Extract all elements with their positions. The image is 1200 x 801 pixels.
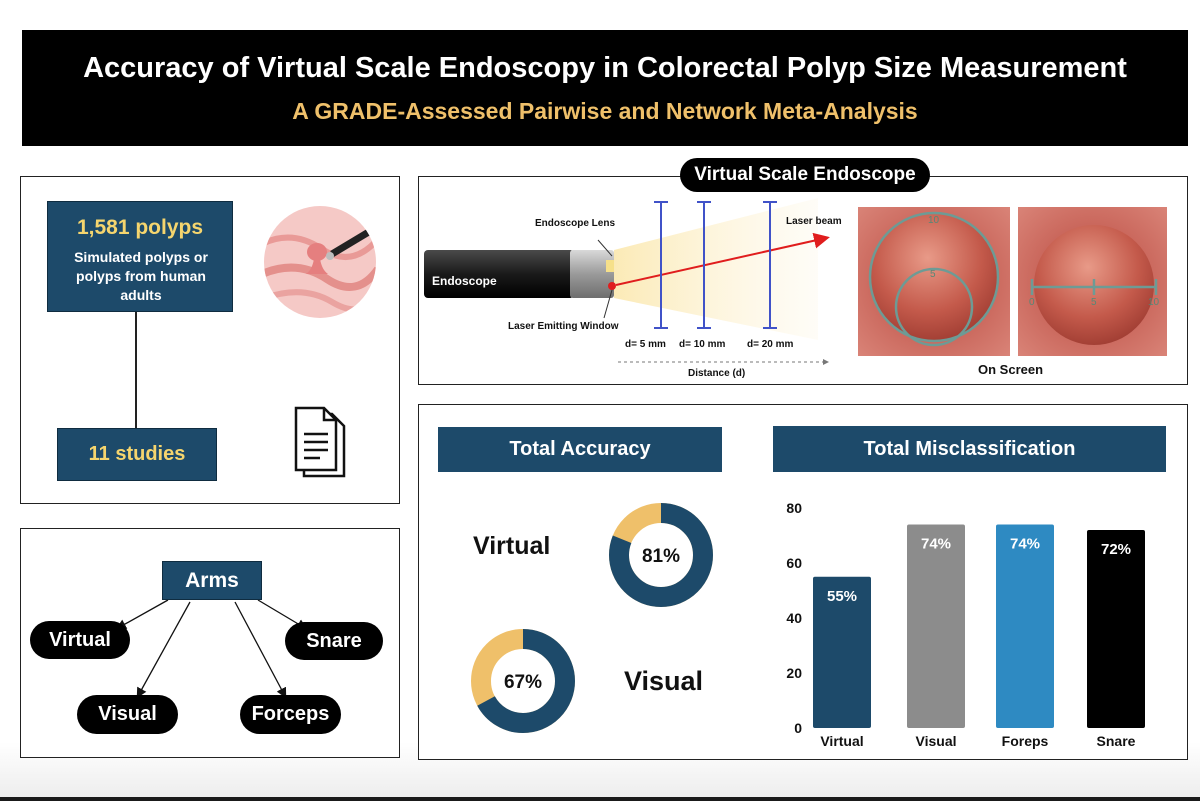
laser-beam-label: Laser beam	[786, 216, 842, 227]
endoscopic-image-ruler: 0 5 10	[1018, 207, 1167, 356]
studies-box: 11 studies	[57, 428, 217, 481]
y-tick-label: 60	[786, 555, 802, 571]
misclassification-bar-chart: 0 20 40 60 80 55% Virtual 74% Visual 74% Foreps 72%…	[786, 500, 1145, 749]
laser-window-label: Laser Emitting Window	[508, 321, 619, 332]
endoscopic-image-circle: 10 5	[858, 207, 1010, 356]
arm-label: Forceps	[251, 703, 330, 725]
y-tick-label: 20	[786, 665, 802, 681]
arms-root-label: Arms	[185, 568, 239, 592]
arm-label: Virtual	[49, 628, 111, 651]
document-icon	[292, 404, 352, 480]
distance-10mm: d= 10 mm	[679, 339, 726, 350]
arms-root-box: Arms	[162, 561, 262, 600]
bar-value-label: 72%	[1101, 541, 1131, 558]
y-tick-label: 80	[786, 500, 802, 516]
accuracy-label-virtual: Virtual	[473, 532, 551, 560]
x-category-label: Foreps	[1002, 733, 1049, 749]
ruler-scale-mark: 10	[1148, 297, 1160, 308]
page-title: Accuracy of Virtual Scale Endoscopy in C…	[83, 52, 1127, 84]
arm-label: Visual	[98, 703, 157, 725]
bar-value-label: 74%	[1010, 536, 1040, 553]
bottom-border	[0, 797, 1200, 801]
on-screen-label: On Screen	[978, 362, 1044, 377]
x-category-label: Visual	[916, 733, 957, 749]
misclassification-title: Total Misclassification	[863, 437, 1076, 460]
endoscope-label: Endoscope	[432, 274, 497, 288]
x-category-label: Snare	[1097, 733, 1136, 749]
donut-value-arc	[609, 503, 713, 607]
donut-value-arc	[471, 629, 575, 733]
header-banner: Accuracy of Virtual Scale Endoscopy in C…	[22, 30, 1188, 146]
x-category-label: Virtual	[820, 733, 863, 749]
distance-axis-label: Distance (d)	[688, 368, 746, 379]
distance-5mm: d= 5 mm	[625, 339, 666, 350]
accuracy-donut-virtual: 81%	[609, 503, 713, 607]
donut-value-label: 67%	[504, 672, 542, 693]
arm-forceps: Forceps	[240, 695, 341, 734]
arm-visual: Visual	[77, 695, 178, 734]
polyp-illustration	[262, 204, 378, 320]
ruler-scale-mark: 0	[1029, 297, 1035, 308]
endoscope-diagram	[424, 198, 830, 365]
bar-value-label: 55%	[827, 588, 857, 605]
y-tick-label: 40	[786, 610, 802, 626]
polyps-count: 1,581 polyps	[76, 216, 204, 239]
accuracy-donut-visual: 67%	[471, 629, 575, 733]
circle-scale-mark: 10	[928, 215, 940, 226]
circle-scale-mark: 5	[930, 269, 936, 280]
lens-label: Endoscope Lens	[535, 218, 616, 229]
polyps-box: 1,581 polyps Simulated polyps or polyps …	[47, 201, 233, 312]
arm-snare: Snare	[285, 622, 383, 660]
accuracy-title-box: Total Accuracy	[438, 427, 722, 472]
page-subtitle: A GRADE-Assessed Pairwise and Network Me…	[292, 98, 918, 124]
bar-value-label: 74%	[921, 536, 951, 553]
arm-label: Snare	[306, 629, 362, 652]
distance-20mm: d= 20 mm	[747, 339, 794, 350]
bar-virtual	[813, 576, 871, 728]
accuracy-title: Total Accuracy	[509, 438, 651, 460]
bar-snare	[1087, 530, 1145, 728]
bar-visual	[907, 524, 965, 728]
studies-count: 11 studies	[88, 443, 186, 465]
polyps-description: Simulated polyps or polyps from human ad…	[74, 249, 208, 303]
bar-foreps	[996, 524, 1054, 728]
ruler-scale-mark: 5	[1091, 297, 1097, 308]
endoscope-panel-title: Virtual Scale Endoscope	[680, 158, 930, 192]
donut-value-label: 81%	[642, 546, 680, 567]
arm-virtual: Virtual	[30, 621, 130, 659]
connector-line	[135, 312, 137, 428]
y-tick-label: 0	[794, 720, 802, 736]
endoscope-title-text: Virtual Scale Endoscope	[694, 164, 916, 185]
misclassification-title-box: Total Misclassification	[773, 426, 1166, 472]
accuracy-label-visual: Visual	[624, 666, 704, 696]
